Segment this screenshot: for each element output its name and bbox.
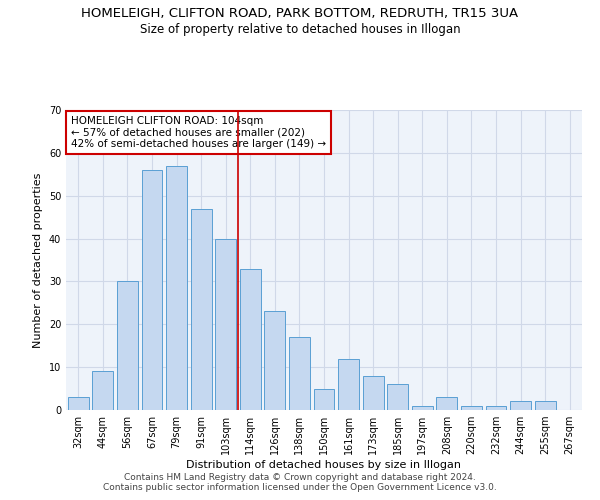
Bar [240,268,261,410]
Bar [68,397,89,410]
Bar [142,170,163,410]
Bar [338,358,359,410]
Bar [510,402,531,410]
Bar [485,406,506,410]
Text: HOMELEIGH, CLIFTON ROAD, PARK BOTTOM, REDRUTH, TR15 3UA: HOMELEIGH, CLIFTON ROAD, PARK BOTTOM, RE… [82,8,518,20]
Bar [191,208,212,410]
Y-axis label: Number of detached properties: Number of detached properties [33,172,43,348]
Bar [436,397,457,410]
Bar [117,282,138,410]
Bar [387,384,408,410]
Bar [215,238,236,410]
Bar [314,388,334,410]
Text: Size of property relative to detached houses in Illogan: Size of property relative to detached ho… [140,22,460,36]
Bar [166,166,187,410]
Text: HOMELEIGH CLIFTON ROAD: 104sqm
← 57% of detached houses are smaller (202)
42% of: HOMELEIGH CLIFTON ROAD: 104sqm ← 57% of … [71,116,326,149]
Bar [461,406,482,410]
Bar [92,372,113,410]
Bar [535,402,556,410]
Text: Contains HM Land Registry data © Crown copyright and database right 2024.
Contai: Contains HM Land Registry data © Crown c… [103,473,497,492]
Bar [265,312,286,410]
Bar [412,406,433,410]
Bar [289,337,310,410]
Bar [362,376,383,410]
X-axis label: Distribution of detached houses by size in Illogan: Distribution of detached houses by size … [187,460,461,470]
